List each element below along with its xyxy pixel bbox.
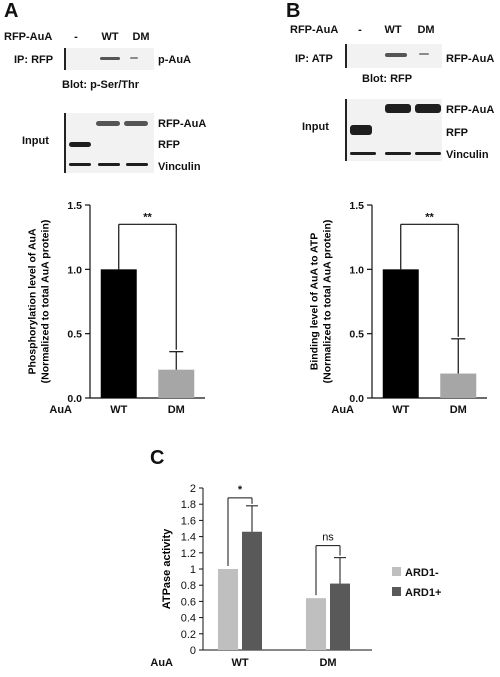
band <box>100 57 120 60</box>
panel-b-lane-dm: DM <box>417 24 435 36</box>
chart-a-y-tick-label: 1.0 <box>67 264 82 276</box>
chart-a-y-tick-label: 0.5 <box>67 329 82 341</box>
chart-c-y-tick-label: 0.4 <box>181 613 196 625</box>
panel-b-letter: B <box>286 0 301 22</box>
chart-c-legend-swatch-ARD1- <box>392 567 401 576</box>
chart-a-x-tick-label-DM: DM <box>168 404 185 416</box>
chart-b-y-tick-label: 0.5 <box>349 329 364 341</box>
panel-a-input-blot <box>64 113 154 173</box>
chart-b-y-axis-label: Binding level of AuA to ATP(Normalized t… <box>309 220 334 384</box>
chart-c-y-tick-label: 1.6 <box>181 515 196 527</box>
chart-b-y-tick-label: 1.0 <box>349 264 364 276</box>
chart-c-y-tick-label: 0 <box>190 645 196 657</box>
chart-c-y-tick-label: 0.2 <box>181 629 196 641</box>
chart-a-y-tick-label: 0.0 <box>67 393 82 405</box>
chart-a-x-tick-label-WT: WT <box>110 404 127 416</box>
chart-b-y-tick-label: 0.0 <box>349 393 364 405</box>
chart-a-row-label: AuA <box>49 404 72 416</box>
band <box>385 53 407 57</box>
chart-c-legend-label-ARD1-: ARD1- <box>405 567 439 579</box>
panel-a-blot-label: Blot: p-Ser/Thr <box>62 79 139 91</box>
panel-a-letter: A <box>4 0 19 22</box>
band <box>126 163 148 166</box>
band <box>98 163 120 166</box>
chart-c-row-label: AuA <box>150 657 173 669</box>
panel-b-input-label: Input <box>302 121 329 133</box>
chart-c-bar-DM-ARD1+ <box>330 583 350 650</box>
band <box>124 121 148 126</box>
panel-a-input-row-2: Vinculin <box>158 161 201 173</box>
panel-a-lane-neg: - <box>74 31 78 43</box>
chart-c-bar-WT-ARD1+ <box>242 531 262 650</box>
panel-b-input-row-0: RFP-AuA <box>446 104 495 116</box>
panel-a-lane-dm: DM <box>132 31 150 43</box>
panel-a-ip-band-label: p-AuA <box>158 54 191 66</box>
panel-a-ip-label: IP: RFP <box>14 54 54 66</box>
chart-b-bar-WT <box>382 269 419 398</box>
chart-c-bar-WT-ARD1- <box>218 569 238 650</box>
panel-b-lane-neg: - <box>358 24 362 36</box>
panel-a-input-row-1: RFP <box>158 139 180 151</box>
chart-b-x-tick-label-DM: DM <box>450 404 467 416</box>
chart-a-y-tick-label: 1.5 <box>67 200 82 212</box>
panel-b-blot-label: Blot: RFP <box>362 73 413 85</box>
chart-c-y-tick-label: 0.6 <box>181 596 196 608</box>
panel-a-lane-wt: WT <box>101 31 119 43</box>
chart-a-bar-WT <box>100 269 137 398</box>
chart-b-bar-DM <box>440 373 477 398</box>
chart-c-y-tick-label: 1.4 <box>181 532 196 544</box>
band <box>130 57 138 59</box>
band <box>385 152 411 155</box>
chart-c-x-tick-label-WT: WT <box>231 657 248 669</box>
chart-a-sig-label: ** <box>143 211 152 223</box>
panel-a-input-row-0: RFP-AuA <box>158 118 207 130</box>
chart-a-bar-DM <box>158 369 195 398</box>
chart-c-sig-label: ns <box>322 532 334 544</box>
panel-b-lane-wt: WT <box>384 24 402 36</box>
band <box>419 53 429 55</box>
chart-c-x-tick-label-DM: DM <box>319 657 336 669</box>
panel-c-letter: C <box>150 447 165 469</box>
panel-b-input-row-2: Vinculin <box>446 149 489 161</box>
panel-b-input-row-1: RFP <box>446 127 468 139</box>
panel-b-ip-blot <box>345 44 442 68</box>
chart-b-x-tick-label-WT: WT <box>392 404 409 416</box>
chart-c-y-tick-label: 0.8 <box>181 580 196 592</box>
chart-c-bar-DM-ARD1- <box>306 598 326 650</box>
panel-b-rfp-auaa-label: RFP-AuA <box>290 24 339 36</box>
panel-b-ip-band-label: RFP-AuA <box>446 53 495 65</box>
band <box>350 125 372 135</box>
chart-b-sig-label: ** <box>425 211 434 223</box>
band <box>415 104 441 113</box>
band <box>96 121 120 126</box>
panel-a-input-label: Input <box>22 135 49 147</box>
chart-c-sig-label: * <box>238 484 243 496</box>
chart-b-y-tick-label: 1.5 <box>349 200 364 212</box>
band <box>385 104 411 113</box>
chart-c-y-tick-label: 1.2 <box>181 548 196 560</box>
chart-c-y-axis-label: ATPase activity <box>161 528 173 609</box>
chart-c-y-tick-label: 1.8 <box>181 499 196 511</box>
band <box>415 152 441 155</box>
panel-b-ip-label: IP: ATP <box>295 53 333 65</box>
band <box>69 163 91 166</box>
panel-a-rfp-auaa-label: RFP-AuA <box>4 31 53 43</box>
panel-a-ip-blot <box>64 48 154 70</box>
panel-b-input-blot <box>345 99 442 161</box>
chart-c-y-tick-label: 1 <box>190 564 196 576</box>
chart-b-row-label: AuA <box>331 404 354 416</box>
band <box>350 152 376 155</box>
chart-c-y-tick-label: 2 <box>190 483 196 495</box>
chart-c-legend-swatch-ARD1+ <box>392 587 401 596</box>
chart-a-y-axis-label: Phosphorylation level of AuA(Normalized … <box>27 220 52 384</box>
band <box>69 142 91 147</box>
chart-c-legend-label-ARD1+: ARD1+ <box>405 587 441 599</box>
